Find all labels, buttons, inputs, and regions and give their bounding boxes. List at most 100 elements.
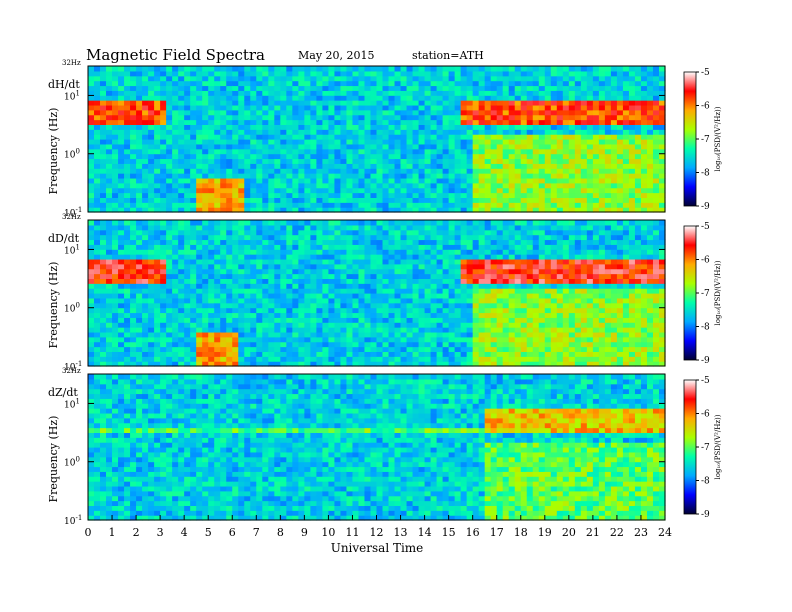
heatmap-cell <box>178 361 185 367</box>
heatmap-cell <box>322 239 330 245</box>
heatmap-cell <box>184 192 191 198</box>
heatmap-cell <box>142 268 149 275</box>
heatmap-cell <box>364 85 372 91</box>
heatmap-cell <box>400 124 408 130</box>
heatmap-cell <box>550 182 558 189</box>
heatmap-cell <box>130 119 137 125</box>
heatmap-cell <box>412 85 420 91</box>
heatmap-cell <box>118 361 125 367</box>
heatmap-cell <box>382 302 390 309</box>
heatmap-cell <box>430 229 438 236</box>
heatmap-cell <box>412 283 420 289</box>
heatmap-cell <box>166 187 173 194</box>
heatmap-cell <box>250 143 257 150</box>
heatmap-cell <box>358 163 366 169</box>
heatmap-cell <box>460 100 468 106</box>
heatmap-cell <box>154 192 161 198</box>
heatmap-cell <box>274 312 281 318</box>
heatmap-cell <box>508 75 516 82</box>
heatmap-cell <box>568 168 576 174</box>
heatmap-cell <box>130 224 137 231</box>
heatmap-cell <box>178 351 185 357</box>
heatmap-cell <box>586 124 594 130</box>
heatmap-cell <box>196 197 203 203</box>
heatmap-cell <box>136 361 143 367</box>
heatmap-cell <box>346 148 354 155</box>
heatmap-cell <box>286 207 293 213</box>
heatmap-cell <box>520 148 528 155</box>
heatmap-cell <box>442 234 450 241</box>
heatmap-cell <box>280 187 287 194</box>
heatmap-cell <box>142 187 149 194</box>
heatmap-cell <box>208 278 215 284</box>
heatmap-cell <box>502 148 510 155</box>
heatmap-cell <box>220 182 227 189</box>
heatmap-cell <box>274 273 281 279</box>
heatmap-cell <box>94 220 101 226</box>
heatmap-cell <box>502 341 510 348</box>
heatmap-cell <box>472 158 480 164</box>
heatmap-cell <box>292 278 299 284</box>
heatmap-cell <box>400 220 408 226</box>
heatmap-cell <box>280 317 287 323</box>
heatmap-cell <box>196 66 203 72</box>
heatmap-cell <box>232 263 239 270</box>
heatmap-cell <box>148 119 155 125</box>
heatmap-cell <box>406 224 414 231</box>
heatmap-cell <box>310 293 317 299</box>
heatmap-cell <box>208 119 215 125</box>
heatmap-cell <box>220 351 227 357</box>
heatmap-cell <box>496 134 504 140</box>
heatmap-cell <box>382 220 390 226</box>
heatmap-cell <box>202 80 209 87</box>
heatmap-cell <box>472 229 480 236</box>
heatmap-cell <box>178 307 185 314</box>
heatmap-cell <box>346 244 354 250</box>
heatmap-cell <box>472 163 480 169</box>
heatmap-cell <box>292 283 299 289</box>
heatmap-cell <box>634 114 642 121</box>
heatmap-cell <box>280 173 287 179</box>
heatmap-cell <box>424 351 432 357</box>
heatmap-cell <box>508 124 516 130</box>
heatmap-cell <box>136 66 143 72</box>
heatmap-cell <box>358 124 366 130</box>
heatmap-cell <box>376 224 384 231</box>
heatmap-cell <box>628 104 636 111</box>
heatmap-cell <box>184 302 191 309</box>
heatmap-cell <box>430 85 438 91</box>
heatmap-cell <box>418 75 426 82</box>
heatmap-cell <box>484 173 492 179</box>
heatmap-cell <box>370 104 378 111</box>
heatmap-cell <box>100 75 107 82</box>
heatmap-cell <box>490 224 498 231</box>
heatmap-cell <box>418 109 426 116</box>
heatmap-cell <box>340 346 348 352</box>
heatmap-cell <box>250 268 257 275</box>
heatmap-cell <box>592 100 600 106</box>
heatmap-cell <box>298 322 305 328</box>
heatmap-cell <box>370 302 378 309</box>
heatmap-cell <box>556 124 564 130</box>
heatmap-cell <box>130 177 137 184</box>
heatmap-cell <box>310 163 317 169</box>
heatmap-cell <box>460 331 468 338</box>
heatmap-cell <box>562 104 570 111</box>
heatmap-cell <box>430 148 438 155</box>
heatmap-cell <box>190 307 197 314</box>
heatmap-cell <box>424 278 432 284</box>
heatmap-cell <box>550 109 558 116</box>
heatmap-cell <box>154 249 161 255</box>
heatmap-cell <box>184 258 191 265</box>
heatmap-cell <box>166 327 173 333</box>
heatmap-cell <box>304 109 311 116</box>
heatmap-cell <box>364 331 372 338</box>
heatmap-cell <box>136 234 143 241</box>
heatmap-cell <box>328 177 336 184</box>
heatmap-cell <box>232 163 239 169</box>
heatmap-cell <box>250 109 257 116</box>
heatmap-cell <box>406 197 414 203</box>
heatmap-cell <box>376 95 384 101</box>
heatmap-cell <box>322 361 330 367</box>
heatmap-cell <box>616 124 624 130</box>
